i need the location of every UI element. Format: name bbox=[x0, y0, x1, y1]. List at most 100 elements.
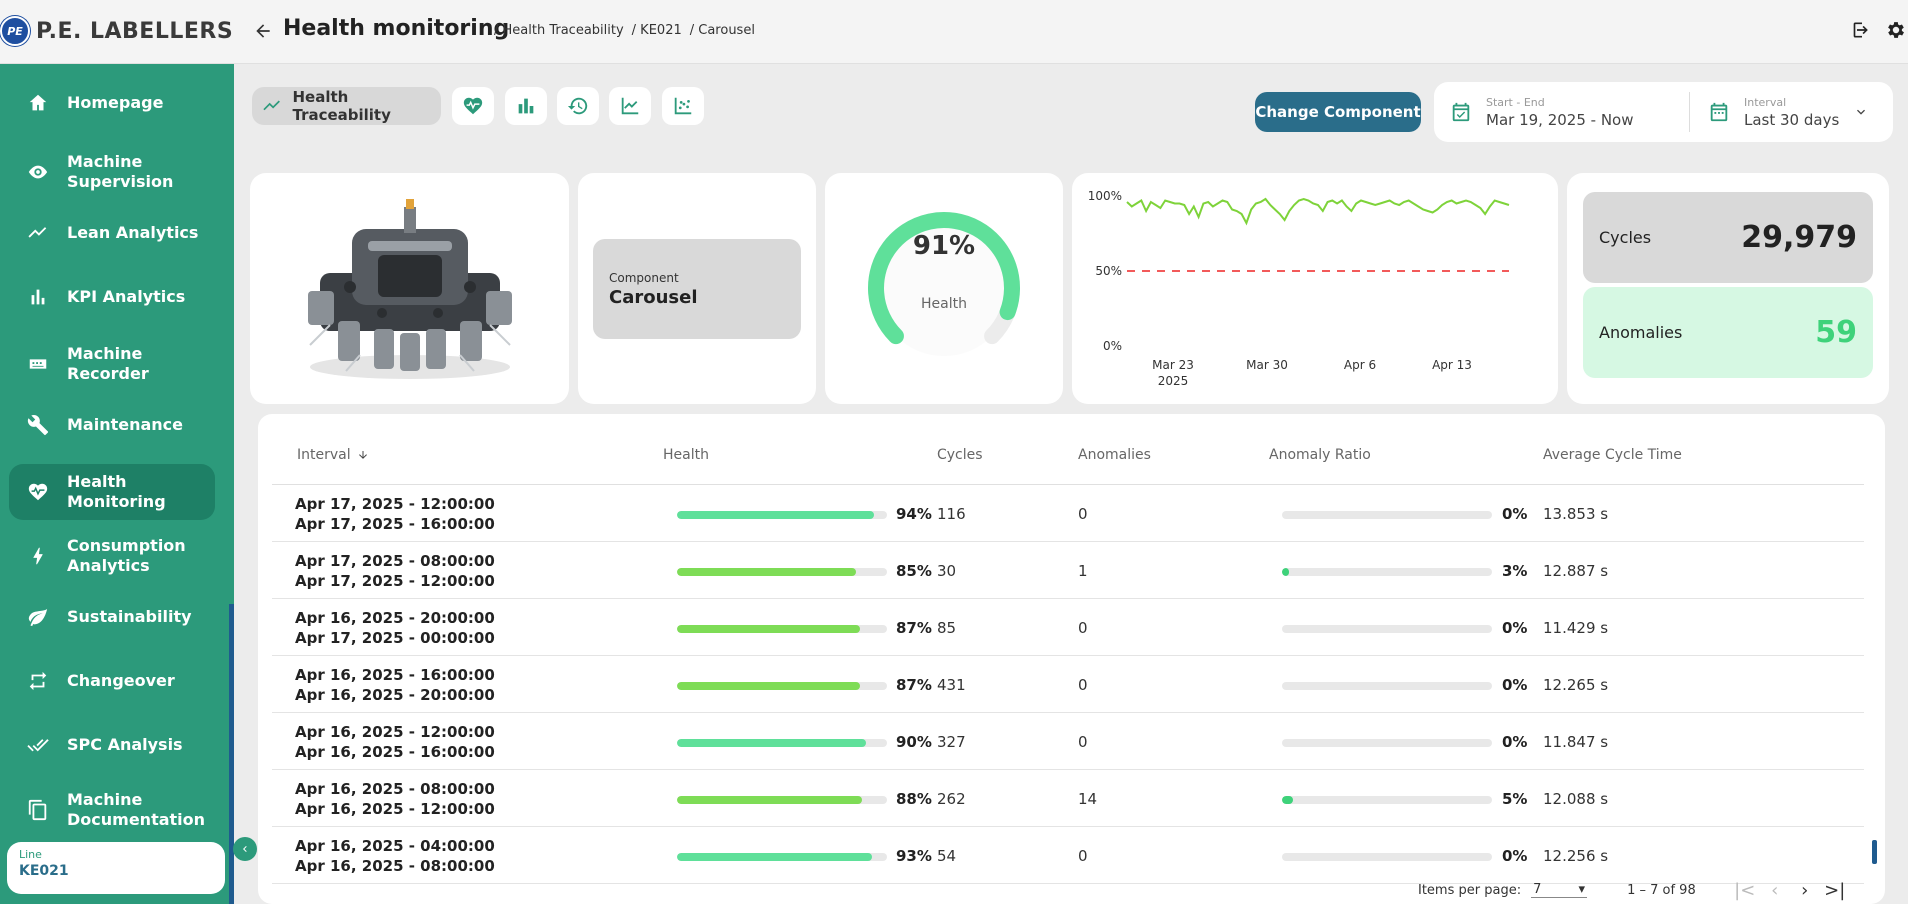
anomalies-cell: 0 bbox=[1078, 619, 1088, 637]
sidebar-scrollbar[interactable] bbox=[229, 604, 234, 904]
sidebar-item-label: Consumption Analytics bbox=[67, 536, 186, 575]
arrow-down-icon bbox=[358, 451, 367, 459]
logo[interactable]: PE P.E. LABELLERS bbox=[0, 14, 233, 48]
component-box: Component Carousel bbox=[593, 239, 801, 339]
interval-select[interactable]: Interval Last 30 days bbox=[1708, 82, 1888, 142]
line-selector[interactable]: Line KE021 bbox=[7, 842, 225, 894]
gear-icon[interactable] bbox=[1884, 18, 1908, 42]
anomaly-ratio-percent: 0% bbox=[1502, 505, 1528, 523]
sidebar-item-kpi-analytics[interactable]: KPI Analytics bbox=[9, 278, 215, 316]
interval-start: Apr 16, 2025 - 08:00:00 bbox=[295, 780, 495, 798]
table-row[interactable]: Apr 16, 2025 - 08:00:00 Apr 16, 2025 - 12… bbox=[272, 770, 1864, 827]
interval-end: Apr 16, 2025 - 16:00:00 bbox=[295, 743, 495, 761]
date-filter: Start - End Mar 19, 2025 - Now Interval … bbox=[1434, 82, 1893, 142]
gauge-fill bbox=[868, 212, 1020, 345]
items-per-page-select[interactable]: 7 ▾ bbox=[1531, 882, 1588, 898]
first-page-button[interactable]: |< bbox=[1730, 878, 1760, 902]
change-component-button[interactable]: Change Component bbox=[1255, 92, 1421, 132]
back-arrow-icon[interactable] bbox=[250, 18, 276, 44]
health-bar-fill bbox=[677, 682, 860, 690]
bolt-icon bbox=[9, 545, 67, 567]
tab-bar-analysis[interactable] bbox=[505, 87, 547, 125]
sidebar-item-label: Sustainability bbox=[67, 607, 192, 626]
sidebar-item-homepage[interactable]: Homepage bbox=[9, 84, 215, 122]
chevron-down-icon bbox=[1857, 109, 1866, 115]
cycles-label: Cycles bbox=[1599, 228, 1652, 247]
sidebar-collapse-button[interactable] bbox=[233, 837, 257, 861]
machine-image-card bbox=[250, 173, 569, 404]
table-row[interactable]: Apr 16, 2025 - 12:00:00 Apr 16, 2025 - 16… bbox=[272, 713, 1864, 770]
interval-cell: Apr 16, 2025 - 04:00:00 Apr 16, 2025 - 08… bbox=[295, 836, 495, 876]
paginator: Items per page: 7 ▾ 1 – 7 of 98 |< ‹ › >… bbox=[1418, 878, 1850, 902]
logout-icon[interactable] bbox=[1850, 18, 1874, 42]
tab-health-traceability[interactable]: Health Traceability bbox=[252, 87, 441, 125]
table-row[interactable]: Apr 16, 2025 - 04:00:00 Apr 16, 2025 - 08… bbox=[272, 827, 1864, 884]
sidebar-item-spc-analysis[interactable]: SPC Analysis bbox=[9, 726, 215, 764]
cycles-cell: 327 bbox=[937, 733, 966, 751]
sidebar-item-lean-analytics[interactable]: Lean Analytics bbox=[9, 214, 215, 252]
interval-start: Apr 17, 2025 - 12:00:00 bbox=[295, 495, 495, 513]
logo-mark: PE bbox=[0, 16, 30, 46]
table-row[interactable]: Apr 17, 2025 - 08:00:00 Apr 17, 2025 - 12… bbox=[272, 542, 1864, 599]
last-page-icon: >| bbox=[1824, 879, 1846, 901]
caret-down-icon: ▾ bbox=[1578, 882, 1586, 897]
table-scrollbar[interactable] bbox=[1872, 840, 1877, 864]
health-bar-fill bbox=[677, 568, 856, 576]
sidebar-item-maintenance[interactable]: Maintenance bbox=[9, 406, 215, 444]
table-row[interactable]: Apr 17, 2025 - 12:00:00 Apr 17, 2025 - 16… bbox=[272, 485, 1864, 542]
health-label: Health bbox=[921, 296, 967, 312]
last-page-button[interactable]: >| bbox=[1820, 878, 1850, 902]
sidebar-item-machine-recorder[interactable]: Machine Recorder bbox=[9, 342, 215, 386]
previous-page-button[interactable]: ‹ bbox=[1760, 878, 1790, 902]
home-icon bbox=[9, 92, 67, 114]
logo-text: P.E. LABELLERS bbox=[36, 18, 234, 44]
column-header-cycles[interactable]: Cycles bbox=[937, 447, 983, 463]
column-header-interval[interactable]: Interval bbox=[297, 447, 369, 463]
health-percent: 90% bbox=[896, 733, 932, 751]
tab-history[interactable] bbox=[557, 87, 599, 125]
sidebar: Homepage Machine Supervision Lean Analyt… bbox=[0, 64, 234, 904]
start-end-field[interactable]: Start - End Mar 19, 2025 - Now bbox=[1450, 82, 1680, 142]
y-tick-label: 0% bbox=[1103, 339, 1122, 353]
health-series-line bbox=[1126, 197, 1510, 226]
items-per-page-value: 7 bbox=[1533, 882, 1542, 897]
health-bar bbox=[677, 625, 887, 633]
average-cycle-time-cell: 11.847 s bbox=[1543, 733, 1609, 751]
sidebar-item-machine-documentation[interactable]: Machine Documentation bbox=[9, 788, 215, 832]
health-bar-fill bbox=[677, 796, 862, 804]
next-page-button[interactable]: › bbox=[1790, 878, 1820, 902]
sidebar-item-changeover[interactable]: Changeover bbox=[9, 662, 215, 700]
heart-pulse-icon bbox=[463, 97, 483, 115]
bar-chart-icon bbox=[9, 286, 67, 308]
tab-scatter[interactable] bbox=[662, 87, 704, 125]
calendar-check-icon bbox=[1452, 102, 1470, 122]
health-bar bbox=[677, 853, 887, 861]
sidebar-item-sustainability[interactable]: Sustainability bbox=[9, 598, 215, 636]
wrench-icon bbox=[9, 414, 67, 436]
column-header-health[interactable]: Health bbox=[663, 447, 709, 463]
column-header-anomaly-ratio[interactable]: Anomaly Ratio bbox=[1269, 447, 1371, 463]
sidebar-item-consumption-analytics[interactable]: Consumption Analytics bbox=[9, 534, 215, 578]
table-row[interactable]: Apr 16, 2025 - 20:00:00 Apr 17, 2025 - 00… bbox=[272, 599, 1864, 656]
tab-health-status[interactable] bbox=[452, 87, 494, 125]
breadcrumb-item-component[interactable]: / Carousel bbox=[689, 23, 755, 38]
x-tick-label: Apr 6 bbox=[1344, 358, 1376, 372]
divider bbox=[1689, 92, 1690, 132]
interval-cell: Apr 16, 2025 - 08:00:00 Apr 16, 2025 - 12… bbox=[295, 779, 495, 819]
anomalies-cell: 0 bbox=[1078, 733, 1088, 751]
anomaly-ratio-percent: 0% bbox=[1502, 733, 1528, 751]
column-header-anomalies[interactable]: Anomalies bbox=[1078, 447, 1151, 463]
tab-trend[interactable] bbox=[609, 87, 651, 125]
breadcrumb-item-line[interactable]: / KE021 bbox=[631, 23, 682, 38]
y-tick-label: 100% bbox=[1088, 189, 1122, 203]
sidebar-item-machine-supervision[interactable]: Machine Supervision bbox=[9, 150, 215, 194]
health-bar bbox=[677, 682, 887, 690]
table-row[interactable]: Apr 16, 2025 - 16:00:00 Apr 16, 2025 - 20… bbox=[272, 656, 1864, 713]
column-header-average-cycle-time[interactable]: Average Cycle Time bbox=[1543, 447, 1682, 463]
cycles-cell: 116 bbox=[937, 505, 966, 523]
breadcrumb-item-health-traceability[interactable]: / Health Traceability bbox=[494, 23, 624, 38]
sidebar-item-health-monitoring[interactable]: Health Monitoring bbox=[9, 464, 215, 520]
anomaly-ratio-bar bbox=[1282, 796, 1492, 804]
chevron-left-icon: ‹ bbox=[1771, 879, 1779, 901]
header-divider bbox=[272, 484, 1864, 485]
